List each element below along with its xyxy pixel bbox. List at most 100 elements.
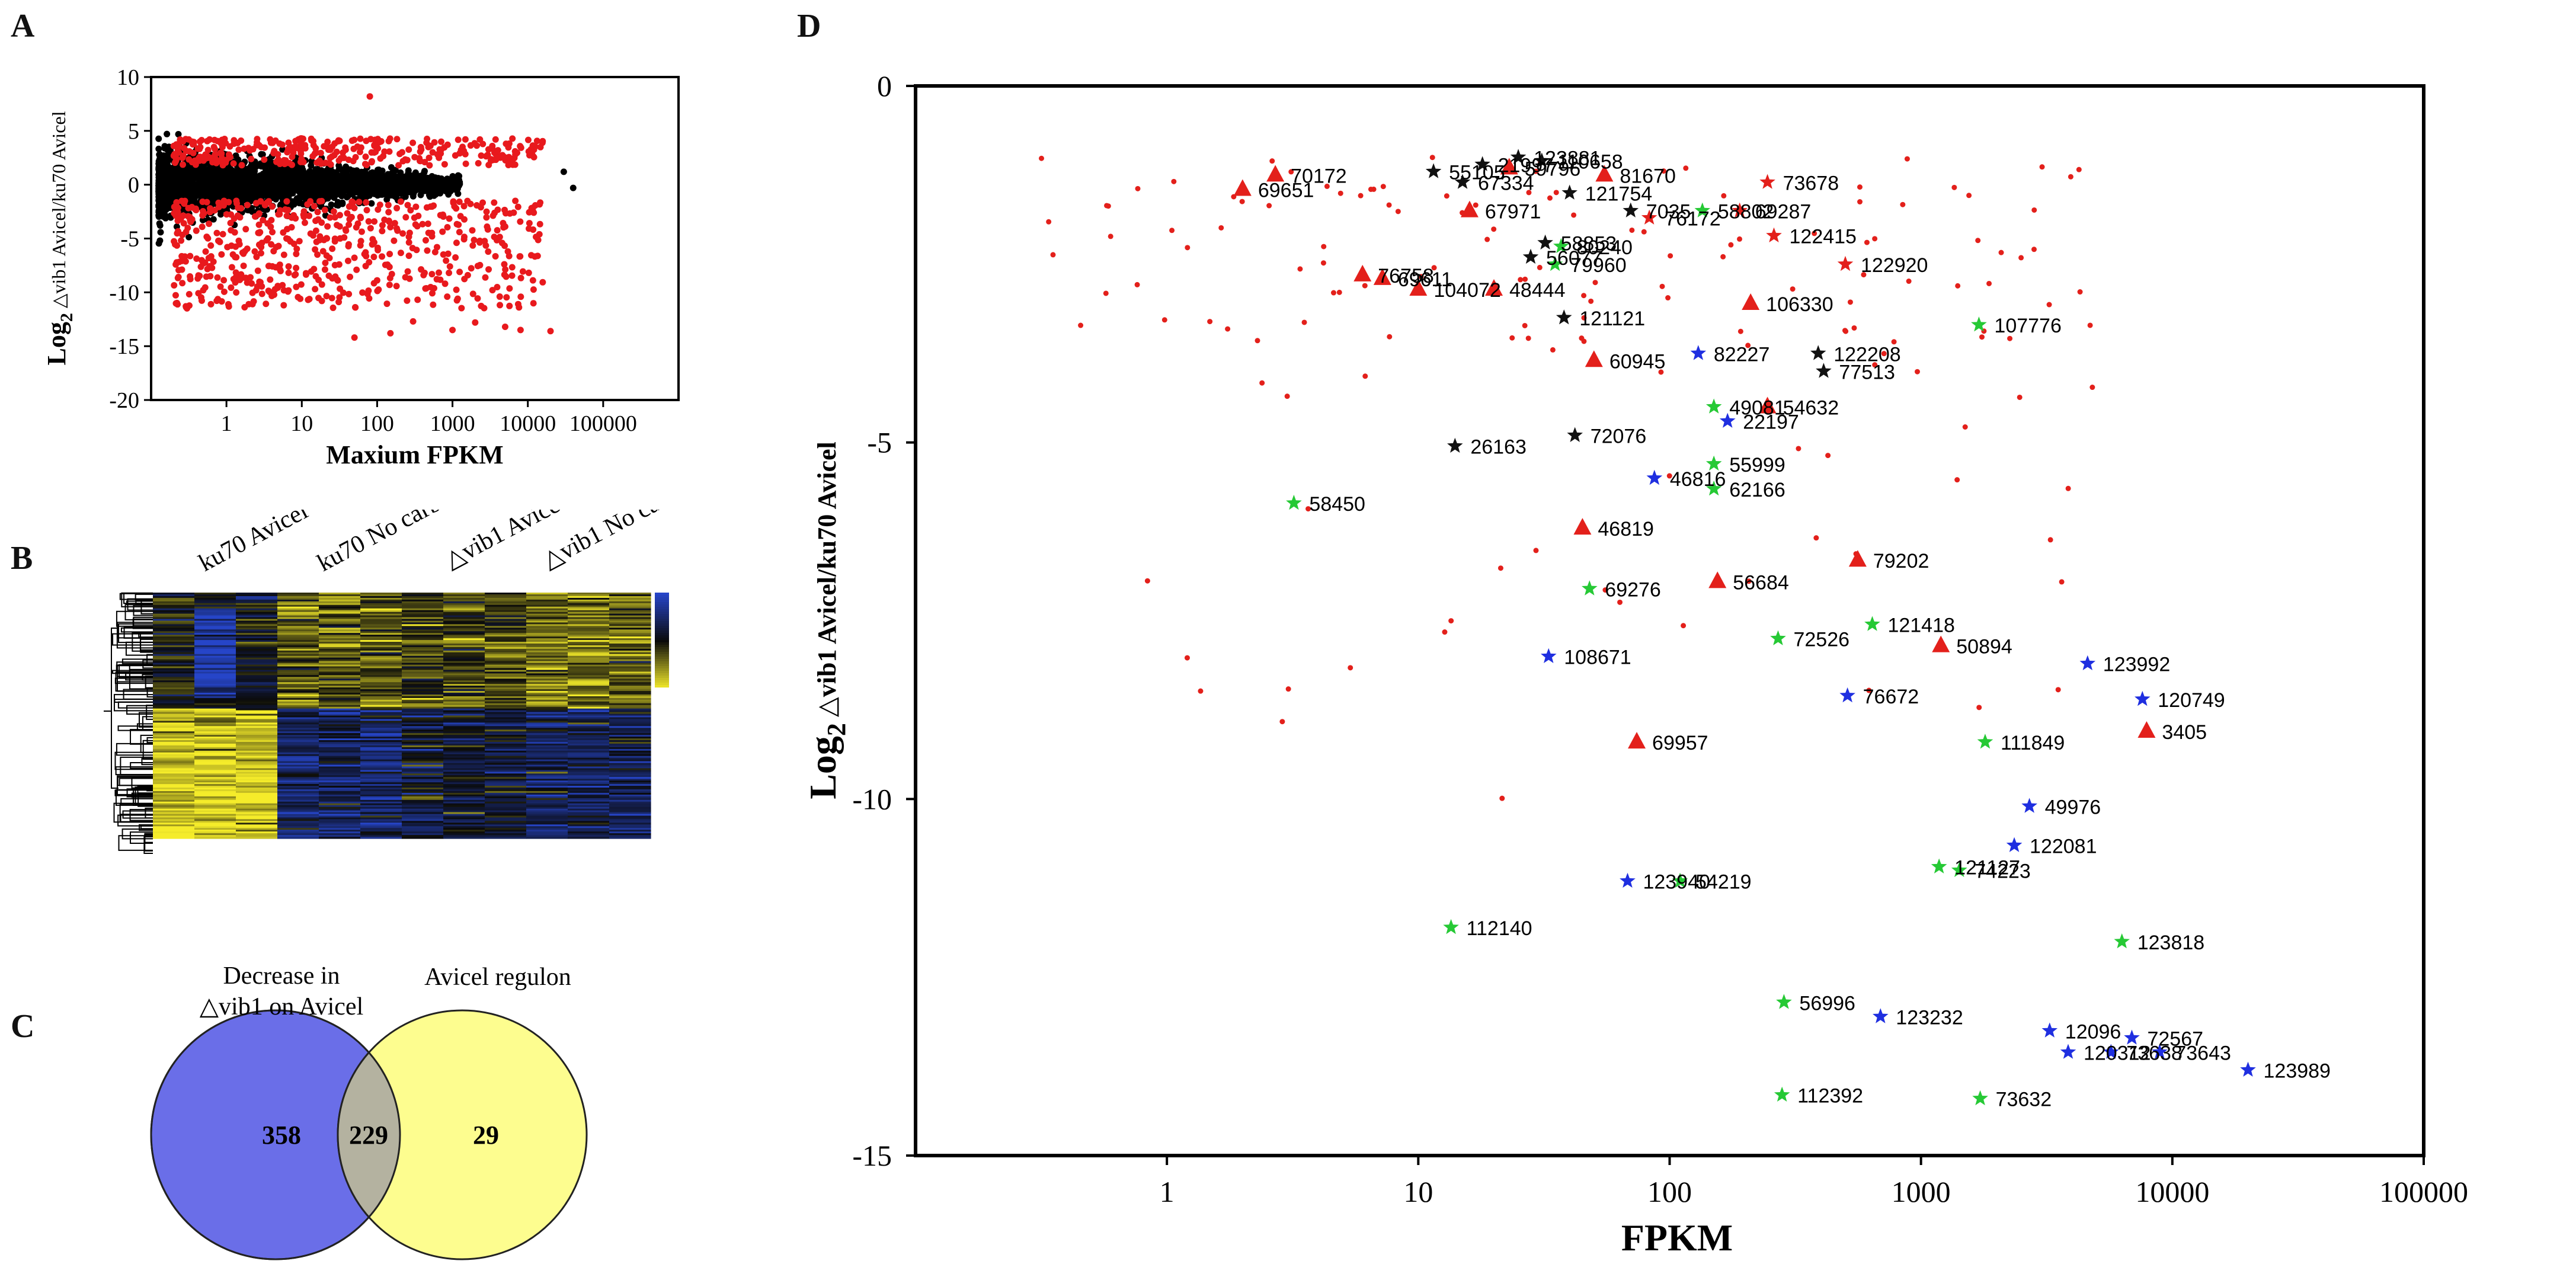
heatmap-cell	[236, 684, 278, 686]
chart-a-point	[323, 252, 330, 259]
heatmap-cell	[319, 768, 361, 770]
heatmap-cell	[236, 712, 278, 715]
heatmap-cell	[609, 740, 651, 743]
heatmap-cell	[153, 780, 195, 783]
chart-a-point	[265, 287, 272, 295]
heatmap-cell	[319, 686, 361, 688]
chart-a-point	[206, 220, 213, 228]
chart-a-point	[526, 220, 533, 227]
heatmap-cell	[485, 648, 527, 651]
chart-a-point	[172, 261, 180, 268]
chart-a-point	[247, 175, 254, 183]
heatmap-cell	[526, 655, 568, 658]
heatmap-cell	[526, 719, 568, 721]
chart-a-point	[460, 203, 468, 210]
heatmap-cell	[609, 597, 651, 600]
heatmap-cell	[194, 724, 236, 727]
heatmap-cell	[485, 642, 527, 644]
heatmap-cell	[443, 657, 485, 660]
chart-a-point	[424, 175, 431, 183]
heatmap-cell	[402, 773, 444, 776]
heatmap-cell	[568, 691, 610, 693]
chart-a-point	[204, 265, 211, 273]
chart-a-point	[251, 181, 258, 188]
heatmap-cell	[236, 735, 278, 737]
heatmap-cell	[485, 692, 527, 695]
heatmap-cell	[236, 682, 278, 684]
dendrogram-branch	[129, 809, 153, 821]
heatmap-cell	[194, 664, 236, 667]
heatmap-cell	[402, 782, 444, 785]
heatmap-cell	[402, 724, 444, 727]
heatmap-cell	[153, 648, 195, 651]
heatmap-cell	[526, 703, 568, 706]
chart-a-point	[316, 236, 323, 244]
chart-a-point	[328, 295, 335, 302]
heatmap-cell	[485, 645, 527, 648]
heatmap-cell	[277, 710, 319, 713]
heatmap-cell	[402, 708, 444, 711]
chart-a-point	[260, 216, 267, 223]
heatmap-cell	[236, 784, 278, 786]
chart-a-point	[441, 161, 448, 168]
heatmap-cell	[153, 728, 195, 730]
heatmap-cell	[194, 696, 236, 699]
chart-a-point	[428, 229, 436, 236]
chart-a-point	[175, 267, 183, 274]
chart-a-point	[533, 137, 540, 145]
heatmap-cell	[360, 719, 402, 721]
heatmap-cell	[277, 657, 319, 660]
heatmap-cell	[153, 721, 195, 723]
heatmap-cell	[443, 679, 485, 681]
heatmap-cell	[526, 737, 568, 739]
heatmap-cell	[277, 697, 319, 700]
chart-a-point	[414, 296, 421, 303]
heatmap-cell	[236, 780, 278, 783]
heatmap-cell	[526, 594, 568, 597]
chart-a-point	[285, 263, 292, 270]
chart-a-point	[200, 260, 207, 267]
chart-a-point	[193, 227, 200, 234]
heatmap-cell	[609, 624, 651, 626]
chart-a-point	[345, 221, 353, 228]
chart-a-point	[220, 199, 228, 206]
heatmap-cell	[319, 719, 361, 721]
chart-a-point	[206, 193, 213, 200]
heatmap-cell	[277, 664, 319, 667]
chart-a-point	[255, 221, 263, 228]
heatmap-cell	[526, 750, 568, 753]
heatmap-cell	[360, 754, 402, 757]
chart-a-point	[165, 154, 172, 161]
chart-a-point	[207, 300, 215, 308]
chart-a-point	[193, 255, 200, 263]
heatmap-cell	[277, 659, 319, 662]
heatmap-cell	[609, 754, 651, 757]
chart-a-point	[485, 146, 492, 153]
heatmap-cell	[609, 606, 651, 609]
chart-a-point	[358, 228, 365, 235]
heatmap-cell	[609, 654, 651, 657]
heatmap-cell	[277, 756, 319, 759]
chart-a-point	[172, 300, 180, 307]
chart-a-point	[405, 146, 412, 153]
heatmap-cell	[402, 712, 444, 715]
heatmap-cell	[402, 659, 444, 662]
heatmap-cell	[609, 689, 651, 692]
heatmap-cell	[360, 687, 402, 690]
heatmap-cell	[526, 766, 568, 769]
chart-a-point	[421, 269, 428, 276]
heatmap-cell	[153, 675, 195, 677]
heatmap-cell	[443, 703, 485, 706]
heatmap-cell	[568, 777, 610, 779]
heatmap-cell	[443, 721, 485, 723]
chart-a-point	[228, 284, 235, 291]
heatmap-cell	[194, 663, 236, 665]
heatmap-cell	[319, 747, 361, 750]
heatmap-cell	[319, 705, 361, 708]
chart-a-point	[340, 289, 347, 296]
chart-a-point	[351, 303, 359, 311]
chart-a-point	[462, 160, 469, 167]
chart-a-point	[275, 242, 282, 249]
heatmap-cell	[402, 610, 444, 613]
chart-a-point	[172, 241, 179, 248]
